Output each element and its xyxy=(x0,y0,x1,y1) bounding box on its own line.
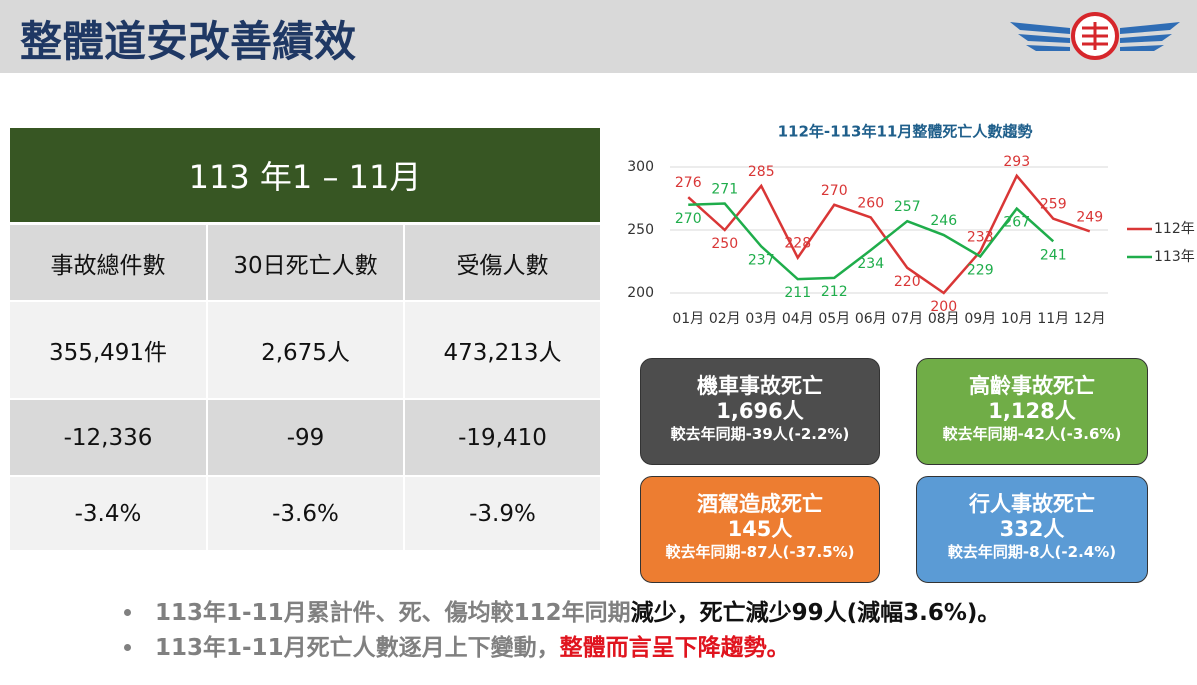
series-line xyxy=(687,173,1091,295)
data-label: 246 xyxy=(930,213,957,229)
table-cell: 355,491件 xyxy=(10,302,206,398)
card-value: 332人 xyxy=(999,517,1065,541)
data-label: 293 xyxy=(1003,154,1030,170)
column-header: 受傷人數 xyxy=(405,225,600,300)
data-label: 250 xyxy=(711,236,738,252)
x-tick-label: 01月 xyxy=(672,311,704,327)
data-label: 237 xyxy=(748,252,775,268)
table-cell: -99 xyxy=(208,400,403,475)
x-tick-label: 07月 xyxy=(891,311,923,327)
x-tick-label: 05月 xyxy=(818,311,850,327)
table-cell: -12,336 xyxy=(10,400,206,475)
card-value: 1,696人 xyxy=(716,399,804,423)
stat-card: 高齡事故死亡 1,128人較去年同期-42人(-3.6%) xyxy=(916,358,1148,465)
card-title: 酒駕造成死亡 xyxy=(697,492,823,516)
table-cell: -3.9% xyxy=(405,477,600,550)
bullet-dot xyxy=(124,609,131,616)
series-line xyxy=(688,202,1055,281)
bullet-text: 113年1-11月死亡人數逐月上下變動， xyxy=(155,635,560,661)
x-tick-label: 02月 xyxy=(709,311,741,327)
data-label: 233 xyxy=(967,229,994,245)
card-title: 機車事故死亡 xyxy=(697,374,823,398)
stat-card: 行人事故死亡 332人較去年同期-8人(-2.4%) xyxy=(916,476,1148,583)
column-header: 30日死亡人數 xyxy=(208,225,403,300)
bullet-text: 整體而言呈下降趨勢。 xyxy=(559,635,790,661)
data-label: 260 xyxy=(857,195,884,211)
card-compare: 較去年同期-39人(-2.2%) xyxy=(670,425,850,443)
data-label: 228 xyxy=(784,236,811,252)
header-bar xyxy=(0,0,1197,73)
x-tick-label: 08月 xyxy=(928,311,960,327)
logo xyxy=(1010,12,1180,60)
stat-card: 機車事故死亡 1,696人較去年同期-39人(-2.2%) xyxy=(640,358,880,465)
card-title: 行人事故死亡 xyxy=(969,492,1095,516)
card-title: 高齡事故死亡 xyxy=(969,374,1095,398)
data-label: 229 xyxy=(967,262,994,278)
data-label: 271 xyxy=(711,182,738,198)
x-tick-label: 10月 xyxy=(1001,311,1033,327)
data-label: 211 xyxy=(784,285,811,301)
bullet-dot xyxy=(124,644,131,651)
data-label: 285 xyxy=(748,164,775,180)
table-cell: -19,410 xyxy=(405,400,600,475)
slide-title: 整體道安改善績效 xyxy=(20,17,357,66)
card-value: 1,128人 xyxy=(988,399,1076,423)
table-cell: 473,213人 xyxy=(405,302,600,398)
y-tick-label: 200 xyxy=(627,285,654,301)
y-tick-label: 250 xyxy=(627,222,654,238)
column-header: 事故總件數 xyxy=(10,225,206,300)
chart-title: 112年-113年11月整體死亡人數趨勢 xyxy=(778,123,1033,141)
data-label: 267 xyxy=(1003,215,1030,231)
card-compare: 較去年同期-42人(-3.6%) xyxy=(942,425,1122,443)
x-tick-label: 11月 xyxy=(1037,311,1069,327)
data-label: 212 xyxy=(821,284,848,300)
data-label: 276 xyxy=(675,175,702,191)
x-tick-label: 04月 xyxy=(782,311,814,327)
legend-label: 112年 xyxy=(1154,221,1195,237)
data-label: 220 xyxy=(894,274,921,290)
x-tick-label: 06月 xyxy=(855,311,887,327)
data-label: 259 xyxy=(1040,197,1067,213)
table-cell: 2,675人 xyxy=(208,302,403,398)
data-label: 200 xyxy=(930,299,957,315)
bullet-text: 113年1-11月累計件、死、傷均較112年同期 xyxy=(155,600,631,626)
table-cell: -3.6% xyxy=(208,477,403,550)
line-chart: 112年-113年11月整體死亡人數趨勢 200 250 300 01月 02月 03月 04… xyxy=(627,123,1195,328)
legend-label: 113年 xyxy=(1154,249,1195,265)
data-label: 270 xyxy=(675,211,702,227)
x-tick-label: 03月 xyxy=(745,311,777,327)
data-label: 234 xyxy=(857,256,884,272)
data-label: 241 xyxy=(1040,247,1067,263)
bullet-text: 減少，死亡減少99人(減幅3.6%)。 xyxy=(630,600,1001,626)
x-tick-label: 12月 xyxy=(1074,311,1106,327)
stat-card: 酒駕造成死亡 145人較去年同期-87人(-37.5%) xyxy=(640,476,880,583)
x-tick-label: 09月 xyxy=(964,311,996,327)
table-cell: -3.4% xyxy=(10,477,206,550)
card-value: 145人 xyxy=(727,517,793,541)
bullet-item: 113年1-11月死亡人數逐月上下變動，整體而言呈下降趨勢。 xyxy=(120,628,790,662)
table-title: 113 年1 – 11月 xyxy=(10,128,600,222)
bullet-item: 113年1-11月累計件、死、傷均較112年同期減少，死亡減少99人(減幅3.6… xyxy=(120,593,1000,627)
data-label: 257 xyxy=(894,199,921,215)
data-label: 249 xyxy=(1076,209,1103,225)
card-compare: 較去年同期-8人(-2.4%) xyxy=(947,543,1117,561)
data-label: 270 xyxy=(821,183,848,199)
card-compare: 較去年同期-87人(-37.5%) xyxy=(665,543,855,561)
y-tick-label: 300 xyxy=(627,159,654,175)
